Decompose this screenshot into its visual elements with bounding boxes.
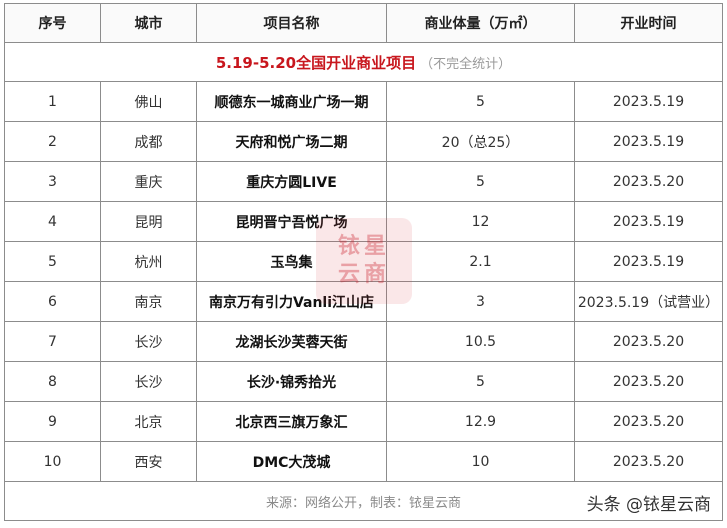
cell-area: 20（总25） [386, 121, 575, 162]
cell-open-date: 2023.5.19 [574, 81, 723, 122]
cell-index: 2 [4, 121, 101, 162]
cell-index: 5 [4, 241, 101, 282]
header-area: 商业体量（万㎡） [386, 3, 575, 43]
table-row: 6 南京 南京万有引力Vanli江山店 3 2023.5.19（试营业） [4, 281, 723, 322]
cell-index: 1 [4, 81, 101, 122]
table-title-row: 5.19-5.20全国开业商业项目 （不完全统计） [4, 42, 723, 82]
header-city: 城市 [100, 3, 197, 43]
cell-index: 9 [4, 401, 101, 442]
cell-area: 5 [386, 161, 575, 202]
cell-index: 10 [4, 441, 101, 482]
table-row: 7 长沙 龙湖长沙芙蓉天街 10.5 2023.5.20 [4, 321, 723, 362]
cell-area: 12 [386, 201, 575, 242]
cell-index: 4 [4, 201, 101, 242]
cell-project-name: 龙湖长沙芙蓉天街 [196, 321, 387, 362]
table-row: 2 成都 天府和悦广场二期 20（总25） 2023.5.19 [4, 121, 723, 162]
cell-city: 昆明 [100, 201, 197, 242]
cell-area: 5 [386, 361, 575, 402]
table-row: 3 重庆 重庆方圆LIVE 5 2023.5.20 [4, 161, 723, 202]
cell-project-name: 南京万有引力Vanli江山店 [196, 281, 387, 322]
project-table: 5.19-5.20全国开业商业项目 （不完全统计） 序号 城市 项目名称 商业体量… [4, 3, 723, 521]
title-sub: （不完全统计） [420, 56, 512, 72]
cell-index: 6 [4, 281, 101, 322]
cell-city: 北京 [100, 401, 197, 442]
cell-project-name: 昆明晋宁吾悦广场 [196, 201, 387, 242]
cell-open-date: 2023.5.19 [574, 121, 723, 162]
cell-area: 10 [386, 441, 575, 482]
cell-index: 7 [4, 321, 101, 362]
header-project-name: 项目名称 [196, 3, 387, 43]
cell-area: 3 [386, 281, 575, 322]
cell-area: 12.9 [386, 401, 575, 442]
cell-project-name: 长沙·锦秀拾光 [196, 361, 387, 402]
table-row: 5 杭州 玉鸟集 2.1 2023.5.19 [4, 241, 723, 282]
header-index: 序号 [4, 3, 101, 43]
table-title: 5.19-5.20全国开业商业项目 （不完全统计） [4, 42, 723, 82]
cell-open-date: 2023.5.20 [574, 401, 723, 442]
project-table-frame: 5.19-5.20全国开业商业项目 （不完全统计） 序号 城市 项目名称 商业体量… [4, 3, 723, 523]
cell-city: 重庆 [100, 161, 197, 202]
cell-city: 西安 [100, 441, 197, 482]
cell-project-name: 玉鸟集 [196, 241, 387, 282]
cell-open-date: 2023.5.20 [574, 161, 723, 202]
title-main: 5.19-5.20全国开业商业项目 [215, 53, 417, 72]
table-row: 8 长沙 长沙·锦秀拾光 5 2023.5.20 [4, 361, 723, 402]
cell-project-name: 重庆方圆LIVE [196, 161, 387, 202]
table-row: 4 昆明 昆明晋宁吾悦广场 12 2023.5.19 [4, 201, 723, 242]
table-row: 9 北京 北京西三旗万象汇 12.9 2023.5.20 [4, 401, 723, 442]
cell-open-date: 2023.5.19 [574, 201, 723, 242]
cell-index: 8 [4, 361, 101, 402]
cell-city: 长沙 [100, 321, 197, 362]
table-row: 10 西安 DMC大茂城 10 2023.5.20 [4, 441, 723, 482]
cell-project-name: 顺德东一城商业广场一期 [196, 81, 387, 122]
header-row: 序号 城市 项目名称 商业体量（万㎡） 开业时间 [4, 3, 723, 43]
cell-open-date: 2023.5.20 [574, 321, 723, 362]
cell-open-date: 2023.5.20 [574, 361, 723, 402]
table-row: 1 佛山 顺德东一城商业广场一期 5 2023.5.19 [4, 81, 723, 122]
cell-city: 佛山 [100, 81, 197, 122]
cell-area: 10.5 [386, 321, 575, 362]
cell-open-date: 2023.5.20 [574, 441, 723, 482]
cell-project-name: 天府和悦广场二期 [196, 121, 387, 162]
credit-label: 头条 @铱星云商 [582, 488, 715, 517]
cell-city: 杭州 [100, 241, 197, 282]
cell-open-date: 2023.5.19（试营业） [574, 281, 723, 322]
cell-city: 成都 [100, 121, 197, 162]
cell-index: 3 [4, 161, 101, 202]
cell-area: 5 [386, 81, 575, 122]
cell-project-name: 北京西三旗万象汇 [196, 401, 387, 442]
cell-city: 长沙 [100, 361, 197, 402]
cell-project-name: DMC大茂城 [196, 441, 387, 482]
cell-open-date: 2023.5.19 [574, 241, 723, 282]
cell-city: 南京 [100, 281, 197, 322]
header-open-date: 开业时间 [574, 3, 723, 43]
cell-area: 2.1 [386, 241, 575, 282]
